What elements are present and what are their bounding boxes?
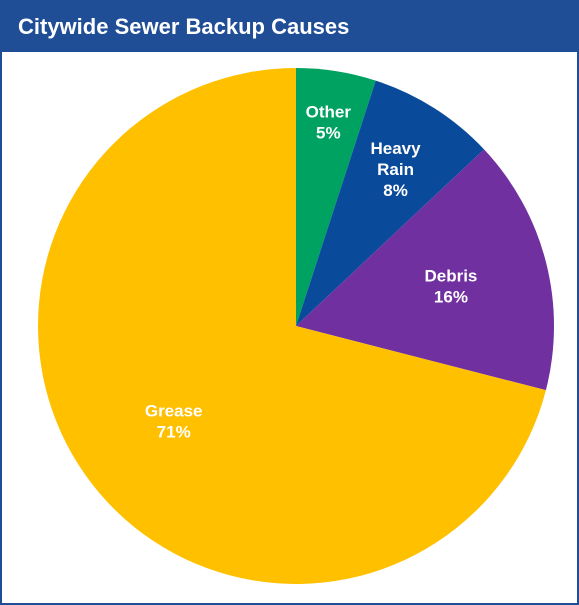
slice-name-label: Debris: [424, 267, 477, 286]
slice-percent-label: 8%: [383, 181, 408, 200]
chart-title: Citywide Sewer Backup Causes: [18, 14, 350, 39]
slice-name-label: Rain: [377, 160, 414, 179]
slice-percent-label: 5%: [316, 124, 341, 143]
slice-name-label: Other: [306, 103, 352, 122]
pie-slice-other: [296, 68, 376, 326]
slice-percent-label: 71%: [157, 422, 191, 441]
pie-slice-heavy-rain: [296, 80, 485, 327]
slice-percent-label: 16%: [434, 288, 468, 307]
slice-name-label: Heavy: [370, 139, 421, 158]
title-bar: Citywide Sewer Backup Causes: [2, 2, 577, 52]
slice-name-label: Grease: [145, 401, 203, 420]
pie-slice-debris: [296, 149, 554, 391]
pie-slice-grease: [37, 68, 546, 585]
